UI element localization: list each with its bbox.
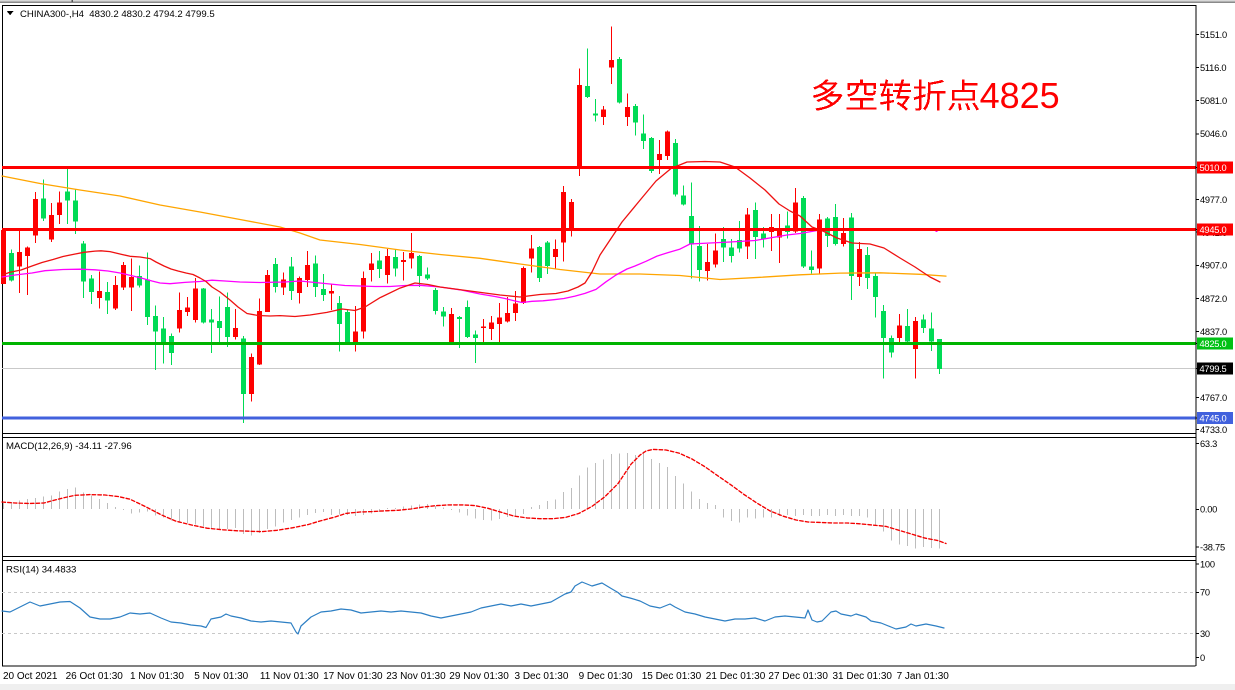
svg-text:11 Nov 01:30: 11 Nov 01:30 (260, 671, 319, 682)
svg-text:CHINA300-,H4 4830.2 4830.2 47: CHINA300-,H4 4830.2 4830.2 4794.2 4799.5 (20, 9, 215, 20)
svg-text:15 Dec 01:30: 15 Dec 01:30 (642, 671, 702, 682)
svg-text:7 Jan 01:30: 7 Jan 01:30 (897, 671, 950, 682)
svg-text:4907.0: 4907.0 (1200, 261, 1227, 271)
svg-text:23 Nov 01:30: 23 Nov 01:30 (386, 671, 446, 682)
svg-text:-38.75: -38.75 (1200, 542, 1225, 552)
svg-text:27 Dec 01:30: 27 Dec 01:30 (768, 671, 828, 682)
svg-text:100: 100 (1200, 559, 1215, 569)
svg-text:20 Oct 2021: 20 Oct 2021 (3, 671, 58, 682)
svg-text:5046.0: 5046.0 (1200, 129, 1227, 139)
svg-text:4977.0: 4977.0 (1200, 195, 1227, 205)
svg-text:4945.0: 4945.0 (1200, 225, 1227, 235)
svg-text:21 Dec 01:30: 21 Dec 01:30 (706, 671, 766, 682)
svg-text:5010.0: 5010.0 (1200, 163, 1227, 173)
svg-text:4825.0: 4825.0 (1200, 339, 1227, 349)
svg-text:5 Nov 01:30: 5 Nov 01:30 (194, 671, 248, 682)
svg-text:5116.0: 5116.0 (1200, 63, 1226, 73)
svg-text:29 Nov 01:30: 29 Nov 01:30 (449, 671, 509, 682)
svg-text:26 Oct 01:30: 26 Oct 01:30 (66, 671, 124, 682)
svg-text:31 Dec 01:30: 31 Dec 01:30 (833, 671, 893, 682)
svg-text:63.3: 63.3 (1200, 439, 1217, 449)
svg-text:MACD(12,26,9) -34.11 -27.96: MACD(12,26,9) -34.11 -27.96 (6, 441, 132, 452)
svg-text:70: 70 (1200, 588, 1210, 598)
svg-text:5151.0: 5151.0 (1200, 30, 1227, 40)
svg-text:30: 30 (1200, 629, 1210, 639)
svg-text:1 Nov 01:30: 1 Nov 01:30 (130, 671, 184, 682)
svg-text:0: 0 (1200, 653, 1205, 663)
svg-text:3 Dec 01:30: 3 Dec 01:30 (515, 671, 569, 682)
svg-text:RSI(14) 34.4833: RSI(14) 34.4833 (6, 565, 76, 576)
svg-text:4825: 4825 (980, 75, 1060, 116)
svg-text:4837.0: 4837.0 (1200, 327, 1227, 337)
svg-text:9 Dec 01:30: 9 Dec 01:30 (579, 671, 633, 682)
svg-text:4767.0: 4767.0 (1200, 393, 1227, 403)
svg-text:4745.0: 4745.0 (1200, 414, 1227, 424)
svg-text:4799.5: 4799.5 (1200, 364, 1227, 374)
svg-text:4733.0: 4733.0 (1200, 425, 1227, 435)
svg-text:4872.0: 4872.0 (1200, 294, 1227, 304)
svg-text:5081.0: 5081.0 (1200, 96, 1227, 106)
svg-text:17 Nov 01:30: 17 Nov 01:30 (323, 671, 383, 682)
svg-text:0.00: 0.00 (1200, 505, 1217, 515)
